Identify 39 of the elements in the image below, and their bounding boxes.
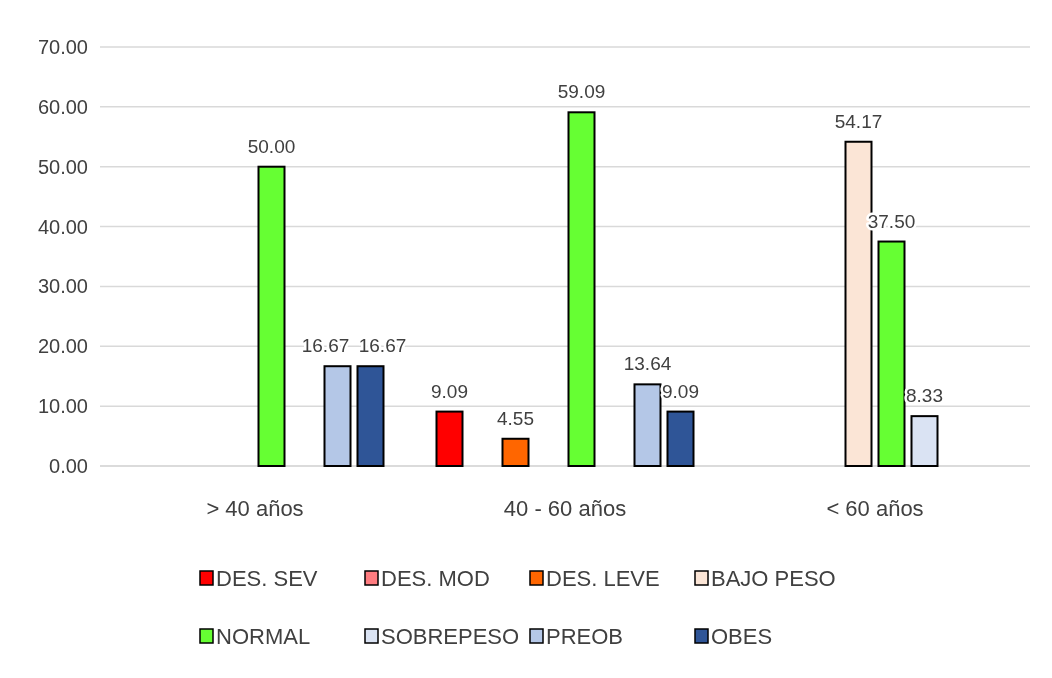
y-tick-label: 40.00 — [37, 215, 88, 238]
bar — [633, 383, 662, 467]
bar — [877, 240, 906, 467]
data-label: 54.17 — [834, 110, 883, 132]
data-label: 9.09 — [662, 380, 699, 402]
legend-label: PREOB — [546, 623, 624, 649]
legend-label: BAJO PESO — [711, 565, 836, 591]
y-tick-label: 20.00 — [37, 335, 88, 358]
bar — [910, 415, 939, 467]
bar — [435, 410, 464, 467]
data-label: 16.67 — [301, 335, 350, 357]
legend-label: DES. LEVE — [546, 565, 660, 591]
bar — [567, 111, 596, 467]
bar — [666, 410, 695, 467]
data-label: 8.33 — [906, 385, 943, 407]
x-tick-label: > 40 años — [206, 496, 304, 521]
legend-label: DES. MOD — [381, 565, 490, 591]
bar — [257, 165, 286, 467]
data-label: 16.67 — [358, 335, 407, 357]
legend-label: DES. SEV — [216, 565, 318, 591]
data-label: 13.64 — [623, 353, 672, 375]
y-tick-label: 70.00 — [37, 36, 88, 58]
y-tick-label: 10.00 — [37, 395, 88, 418]
y-tick-label: 0.00 — [49, 455, 88, 477]
y-tick-label: 50.00 — [37, 155, 88, 178]
legend-label: OBES — [711, 623, 773, 649]
bar — [356, 365, 385, 467]
legend-label: SOBREPESO — [381, 623, 520, 649]
data-label: 4.55 — [497, 407, 534, 429]
bar — [501, 437, 530, 467]
legend-label: NORMAL — [216, 623, 311, 649]
data-label: 9.09 — [431, 380, 468, 402]
data-label: 50.00 — [247, 135, 296, 157]
bar — [323, 365, 352, 467]
data-label: 59.09 — [557, 81, 606, 103]
y-tick-label: 30.00 — [37, 275, 88, 298]
x-tick-label: 40 - 60 años — [503, 496, 627, 521]
y-tick-label: 60.00 — [37, 95, 88, 118]
x-tick-label: < 60 años — [826, 496, 924, 521]
